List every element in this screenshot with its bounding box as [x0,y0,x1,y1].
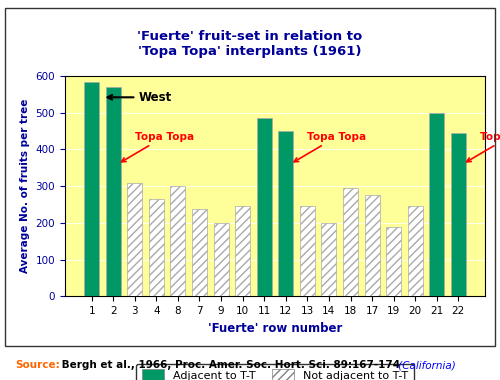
Bar [170,186,186,296]
Bar [408,206,423,296]
Bar [214,223,228,296]
Y-axis label: Average No. of fruits per tree: Average No. of fruits per tree [20,99,30,273]
Bar [235,206,250,296]
Bar [149,199,164,296]
X-axis label: 'Fuerte' row number: 'Fuerte' row number [208,322,342,335]
Text: Topa Topa: Topa Topa [294,131,366,162]
Text: Topa Topa: Topa Topa [466,131,500,162]
Legend: Adjacent to T-T, Not adjacent to T-T: Adjacent to T-T, Not adjacent to T-T [136,364,414,380]
Text: (California): (California) [395,361,456,370]
Bar [364,195,380,296]
Text: Source:: Source: [15,361,60,370]
Bar [84,82,99,296]
Bar [386,226,401,296]
Bar [127,182,142,296]
Text: 'Fuerte' fruit-set in relation to
'Topa Topa' interplants (1961): 'Fuerte' fruit-set in relation to 'Topa … [138,30,362,59]
Text: Bergh et al., 1966, Proc. Amer. Soc. Hort. Sci. 89:167-174: Bergh et al., 1966, Proc. Amer. Soc. Hor… [58,361,400,370]
Text: West: West [108,91,172,104]
Bar [343,188,358,296]
Bar [192,209,207,296]
Bar [256,118,272,296]
Bar [278,131,293,296]
Bar [429,113,444,296]
Bar [300,206,315,296]
Bar [451,133,466,296]
Bar [106,87,121,296]
Bar [322,223,336,296]
Text: Topa Topa: Topa Topa [122,131,194,162]
